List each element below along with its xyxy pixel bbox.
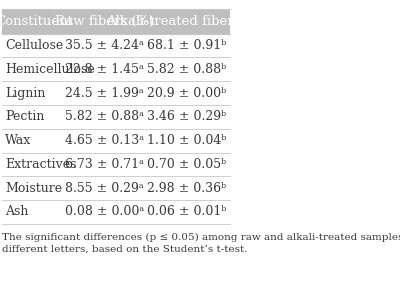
Text: 6.73 ± 0.71ᵃ: 6.73 ± 0.71ᵃ [65, 158, 144, 171]
Text: Pectin: Pectin [5, 110, 44, 123]
Text: 22.8 ± 1.45ᵃ: 22.8 ± 1.45ᵃ [65, 63, 144, 76]
Text: 3.46 ± 0.29ᵇ: 3.46 ± 0.29ᵇ [147, 110, 226, 123]
Text: 0.06 ± 0.01ᵇ: 0.06 ± 0.01ᵇ [147, 205, 226, 218]
Text: Cellulose: Cellulose [5, 39, 63, 52]
Text: 2.98 ± 0.36ᵇ: 2.98 ± 0.36ᵇ [147, 182, 226, 195]
Text: 1.10 ± 0.04ᵇ: 1.10 ± 0.04ᵇ [147, 134, 226, 147]
Bar [2, 34, 230, 57]
Text: 20.9 ± 0.00ᵇ: 20.9 ± 0.00ᵇ [147, 87, 226, 100]
Bar [2, 176, 230, 200]
Text: Alkali-treated fibers (%): Alkali-treated fibers (%) [106, 15, 267, 28]
Text: 8.55 ± 0.29ᵃ: 8.55 ± 0.29ᵃ [65, 182, 144, 195]
Text: Hemicellulose: Hemicellulose [5, 63, 95, 76]
Text: Constituent: Constituent [0, 15, 73, 28]
Text: 0.08 ± 0.00ᵃ: 0.08 ± 0.00ᵃ [65, 205, 144, 218]
Text: Ash: Ash [5, 205, 28, 218]
Text: Lignin: Lignin [5, 87, 46, 100]
Text: Raw fibers (%): Raw fibers (%) [55, 15, 154, 28]
Bar [2, 153, 230, 176]
Text: Moisture: Moisture [5, 182, 62, 195]
Text: The significant differences (p ≤ 0.05) among raw and alkali-treated samples are : The significant differences (p ≤ 0.05) a… [2, 232, 400, 254]
Text: 5.82 ± 0.88ᵇ: 5.82 ± 0.88ᵇ [147, 63, 226, 76]
Text: 4.65 ± 0.13ᵃ: 4.65 ± 0.13ᵃ [65, 134, 144, 147]
Bar [2, 57, 230, 81]
Text: 24.5 ± 1.99ᵃ: 24.5 ± 1.99ᵃ [65, 87, 144, 100]
Bar [2, 129, 230, 153]
Bar [2, 81, 230, 105]
Text: Wax: Wax [5, 134, 31, 147]
Bar [2, 9, 230, 34]
Text: 5.82 ± 0.88ᵃ: 5.82 ± 0.88ᵃ [65, 110, 144, 123]
Text: 35.5 ± 4.24ᵃ: 35.5 ± 4.24ᵃ [65, 39, 144, 52]
Bar [2, 200, 230, 224]
Text: 68.1 ± 0.91ᵇ: 68.1 ± 0.91ᵇ [147, 39, 226, 52]
Text: Extractives: Extractives [5, 158, 77, 171]
Text: 0.70 ± 0.05ᵇ: 0.70 ± 0.05ᵇ [147, 158, 226, 171]
Bar [2, 105, 230, 129]
